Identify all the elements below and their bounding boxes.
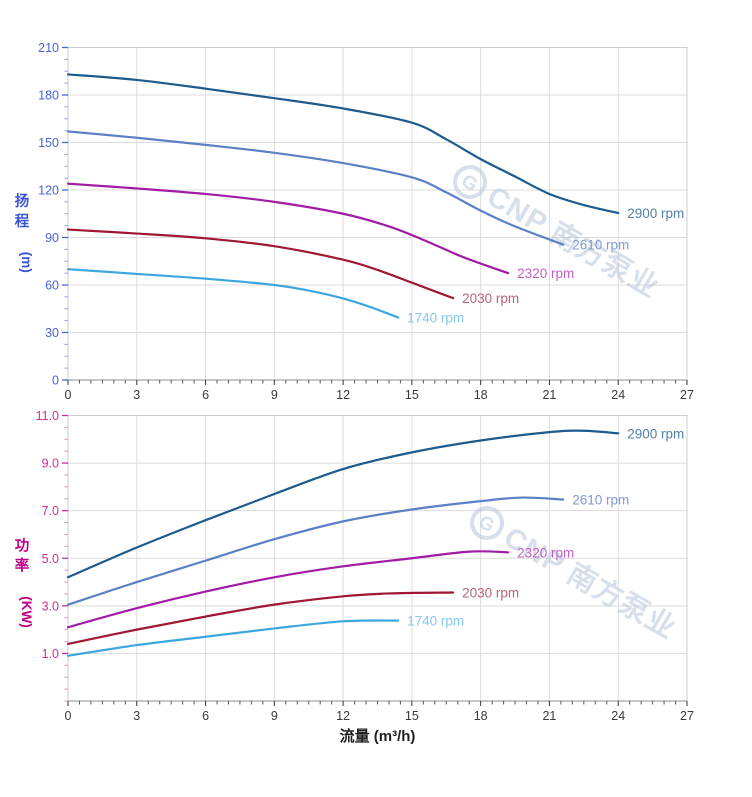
x-tick-label: 21	[542, 709, 556, 723]
cnp-watermark: G CNP 南方泵业	[470, 506, 682, 646]
x-tick-label: 27	[680, 388, 694, 402]
series-label-1740-rpm: 1740 rpm	[407, 310, 464, 325]
x-tick-label: 6	[202, 709, 209, 723]
series-label-2030-rpm: 2030 rpm	[462, 586, 519, 601]
series-curve-1740-rpm	[66, 268, 400, 319]
series-curve-2030-rpm	[66, 228, 455, 300]
y-axis-title: 功率 (KW)	[15, 537, 34, 627]
x-tick-label: 15	[405, 388, 419, 402]
y-tick-label: 1.0	[42, 647, 59, 661]
x-tick-label: 27	[680, 709, 694, 723]
x-tick-label: 24	[611, 709, 625, 723]
y-tick-label: 180	[38, 89, 59, 103]
svg-text:(m): (m)	[19, 252, 34, 273]
x-axis-ticks: 0 3 6 9 12 15 18 21 24 27	[65, 380, 694, 402]
y-axis-ticks: 1.0 3.0 5.0 7.0 9.0 11.0	[36, 409, 68, 702]
svg-text:(KW): (KW)	[19, 596, 34, 627]
series-label-2900-rpm: 2900 rpm	[627, 206, 684, 221]
series-label-1740-rpm: 1740 rpm	[407, 614, 464, 629]
x-tick-label: 12	[336, 709, 350, 723]
series-label-2900-rpm: 2900 rpm	[627, 426, 684, 441]
x-tick-label: 6	[202, 388, 209, 402]
x-tick-label: 21	[542, 388, 556, 402]
y-tick-label: 9.0	[42, 457, 59, 471]
series-curve-2320-rpm	[66, 182, 510, 275]
y-axis-title: 扬程 (m)	[15, 192, 34, 273]
x-tick-label: 18	[474, 388, 488, 402]
series-label-2610-rpm: 2610 rpm	[572, 238, 629, 253]
head-chart: 0 3 6 9 12 15 18 21 24 27 0 30 60 90 120 150 180 210 扬程 (m)…	[15, 41, 694, 402]
y-tick-label: 3.0	[42, 599, 59, 613]
gridlines	[68, 47, 687, 380]
y-tick-label: 120	[38, 184, 59, 198]
svg-text:CNP 南方泵业: CNP 南方泵业	[498, 520, 682, 646]
x-tick-label: 3	[133, 388, 140, 402]
y-tick-label: 5.0	[42, 552, 59, 566]
x-tick-label: 9	[271, 388, 278, 402]
x-tick-label: 15	[405, 709, 419, 723]
cnp-logo-icon	[453, 165, 487, 199]
x-axis-title: 流量 (m³/h)	[340, 727, 416, 745]
y-tick-label: 7.0	[42, 504, 59, 518]
series-label-2030-rpm: 2030 rpm	[462, 291, 519, 306]
y-tick-label: 0	[52, 374, 59, 388]
series-curve-2610-rpm	[66, 130, 565, 246]
power-chart: 0 3 6 9 12 15 18 21 24 27 1.0 3.0 5.0 7.0 9.0 11.0 功率 (KW…	[15, 409, 694, 745]
svg-text:扬: 扬	[15, 192, 30, 210]
svg-text:程: 程	[15, 213, 30, 230]
series-label-2320-rpm: 2320 rpm	[517, 545, 574, 560]
series-curve-2900-rpm	[66, 73, 620, 215]
series-curve-1740-rpm	[66, 619, 400, 657]
gridlines	[68, 415, 687, 701]
x-tick-label: 9	[271, 709, 278, 723]
series-curve-2610-rpm	[66, 496, 565, 606]
y-tick-label: 210	[38, 41, 59, 55]
series-curve-2320-rpm	[66, 550, 510, 629]
svg-text:率: 率	[15, 556, 30, 574]
x-tick-label: 3	[133, 709, 140, 723]
y-axis-ticks: 0 30 60 90 120 150 180 210	[38, 41, 68, 388]
series-label-2320-rpm: 2320 rpm	[517, 266, 574, 281]
y-tick-label: 11.0	[36, 409, 59, 423]
y-tick-label: 30	[45, 326, 59, 340]
y-tick-label: 60	[45, 279, 59, 293]
x-tick-label: 12	[336, 388, 350, 402]
series-curve-2900-rpm	[66, 429, 620, 579]
y-tick-label: 90	[45, 231, 59, 245]
y-tick-label: 150	[38, 136, 59, 150]
x-tick-label: 0	[65, 709, 72, 723]
x-tick-label: 18	[474, 709, 488, 723]
x-axis-ticks: 0 3 6 9 12 15 18 21 24 27	[65, 701, 694, 723]
series-label-2610-rpm: 2610 rpm	[572, 492, 629, 507]
svg-text:功: 功	[15, 537, 30, 554]
cnp-logo-icon	[470, 506, 504, 540]
plot-border	[67, 47, 688, 381]
x-tick-label: 24	[611, 388, 625, 402]
x-tick-label: 0	[65, 388, 72, 402]
series-curve-2030-rpm	[66, 591, 455, 645]
